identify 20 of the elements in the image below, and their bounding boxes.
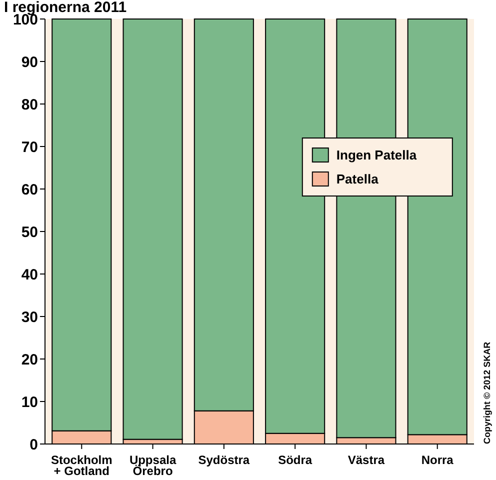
- y-tick-label: 20: [21, 351, 38, 368]
- x-tick-label: Södra: [278, 453, 312, 467]
- x-tick-label: Sydöstra: [198, 453, 250, 467]
- y-tick-label: 90: [21, 54, 38, 71]
- bar: [122, 18, 183, 440]
- x-tick-label: Stockholm + Gotland: [50, 453, 112, 478]
- x-tick-label: Uppsala Örebro: [129, 453, 176, 478]
- y-tick-label: 40: [21, 266, 38, 284]
- y-tick-label: 50: [21, 224, 38, 241]
- x-tick-label: Västra: [348, 453, 385, 467]
- legend-label: Patella: [336, 172, 380, 187]
- x-tick-label: Norra: [421, 453, 454, 467]
- y-tick-label: 0: [30, 436, 38, 454]
- y-tick-label: 80: [21, 96, 38, 114]
- y-tick-label: 30: [21, 308, 38, 326]
- y-tick-label: 70: [21, 138, 38, 156]
- text: Copyright © 2012 SKAR: [482, 341, 492, 444]
- legend-label: Ingen Patella: [336, 148, 418, 163]
- y-tick-label: 60: [21, 181, 38, 198]
- y-tick-label: 10: [21, 394, 38, 411]
